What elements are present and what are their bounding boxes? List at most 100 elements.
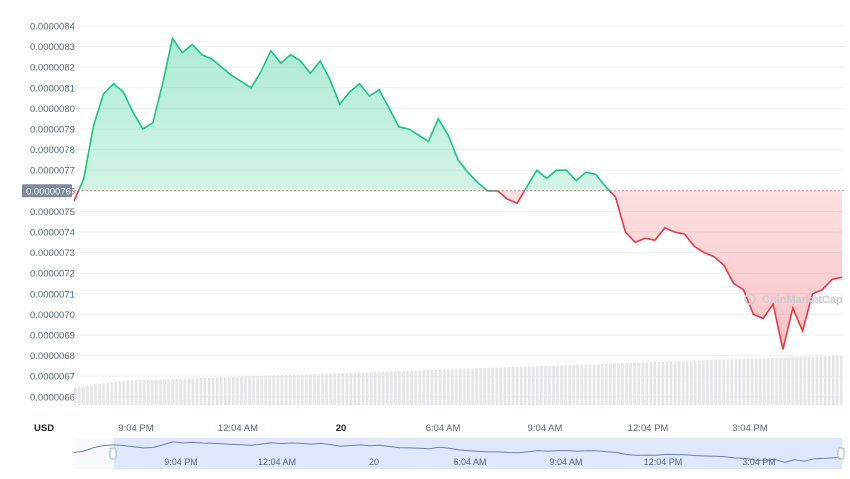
x-tick-label: 9:04 PM	[118, 423, 153, 434]
volume-bar	[280, 375, 284, 406]
volume-bar	[625, 363, 628, 406]
volume-bar	[398, 371, 401, 406]
volume-bar	[677, 361, 681, 406]
y-tick-label: 0.0000084	[30, 22, 75, 33]
volume-bar	[134, 380, 138, 406]
volume-bar	[698, 360, 701, 406]
volume-bar	[750, 358, 754, 406]
volume-bar	[159, 379, 162, 406]
volume-bar	[815, 356, 819, 406]
price-area	[74, 38, 842, 350]
navigator-left-handle[interactable]	[109, 447, 117, 460]
volume-bar	[495, 367, 499, 406]
y-tick-label: 0.0000068	[30, 351, 75, 362]
volume-bar	[491, 367, 495, 406]
volume-bar	[187, 378, 191, 406]
volume-bar	[446, 369, 450, 406]
volume-bar	[572, 364, 576, 406]
volume-bar	[414, 370, 418, 406]
volume-bar	[345, 372, 349, 406]
y-tick-label: 0.0000071	[30, 289, 75, 300]
watermark: CoinMarketCap	[762, 294, 843, 306]
volume-bar	[536, 366, 539, 406]
volume-bar	[203, 377, 207, 406]
navigator-tick-label: 9:04 AM	[549, 457, 582, 467]
volume-bar	[394, 371, 397, 406]
y-tick-label: 0.0000073	[30, 248, 75, 259]
volume-bar	[649, 362, 653, 406]
volume-bar	[179, 378, 182, 406]
volume-bar	[665, 361, 669, 406]
navigator-selection[interactable]	[114, 438, 842, 469]
volume-bar	[560, 365, 563, 406]
volume-bar	[511, 367, 515, 406]
volume-bar	[142, 379, 146, 406]
volume-bar	[438, 369, 442, 406]
x-tick-label: 9:04 AM	[528, 423, 563, 434]
volume-bar	[300, 374, 304, 406]
price-line-down	[74, 190, 843, 350]
y-tick-label: 0.0000075	[30, 207, 75, 218]
volume-bar	[519, 366, 523, 406]
navigator-right-handle[interactable]	[837, 447, 845, 460]
volume-bar	[422, 370, 426, 406]
volume-bar	[556, 365, 559, 406]
volume-bar	[799, 357, 803, 406]
volume-bar	[386, 371, 389, 406]
volume-bar	[191, 378, 195, 406]
x-tick-label: 12:04 PM	[628, 423, 669, 434]
volume-bar	[811, 356, 815, 406]
volume-bar	[122, 380, 126, 406]
volume-bar	[471, 368, 474, 406]
y-tick-label: 0.0000081	[30, 83, 75, 94]
area-below-baseline	[74, 190, 842, 350]
volume-bar	[722, 359, 726, 406]
volume-bar	[232, 376, 235, 406]
volume-bar	[219, 377, 223, 406]
volume-bar	[835, 355, 839, 406]
y-tick-label: 0.0000069	[30, 331, 75, 342]
volume-bar	[726, 359, 730, 406]
volume-bar	[78, 386, 81, 406]
currency-label: USD	[34, 423, 54, 434]
volume-bar	[669, 361, 673, 406]
y-tick-label: 0.0000083	[30, 42, 75, 53]
volume-bar	[483, 368, 486, 406]
volume-bar	[82, 386, 85, 406]
volume-bar	[702, 360, 705, 406]
volume-bar	[600, 363, 604, 406]
volume-bar	[296, 374, 300, 406]
volume-bar	[329, 373, 332, 406]
navigator-tick-label: 12:04 PM	[644, 457, 683, 467]
volume-bar	[252, 376, 255, 406]
volume-bar	[661, 361, 665, 406]
volume-bar	[552, 365, 555, 406]
volume-bar	[341, 373, 345, 406]
navigator-tick-label: 9:04 PM	[164, 457, 198, 467]
navigator-ticks: 9:04 PM 12:04 AM 20 6:04 AM 9:04 AM 12:04 PM 3…	[164, 457, 776, 467]
volume-bar	[268, 375, 272, 406]
y-tick-label: 0.0000067	[30, 372, 75, 383]
volume-bar	[783, 357, 786, 406]
navigator[interactable]: 9:04 PM 12:04 AM 20 6:04 AM 9:04 AM 12:04 PM 3…	[73, 438, 845, 469]
volume-bar	[653, 362, 657, 406]
price-line-up	[77, 36, 611, 191]
volume-bar	[584, 364, 588, 406]
volume-bar	[706, 360, 709, 406]
volume-bar	[604, 363, 608, 406]
volume-bar	[730, 359, 734, 406]
volume-bar	[256, 376, 259, 406]
volume-bar	[758, 358, 762, 406]
volume-bar	[548, 365, 551, 406]
volume-bar	[621, 363, 624, 406]
navigator-tick-label: 12:04 AM	[258, 457, 296, 467]
volume-bar	[223, 377, 227, 406]
y-tick-label: 0.0000079	[30, 125, 75, 136]
x-tick-label: 6:04 AM	[426, 423, 461, 434]
volume-bar	[207, 377, 211, 406]
volume-bar	[714, 359, 717, 406]
volume-bars	[74, 355, 843, 406]
volume-bar	[690, 360, 693, 406]
navigator-tick-label: 20	[369, 457, 379, 467]
volume-bar	[382, 371, 385, 406]
